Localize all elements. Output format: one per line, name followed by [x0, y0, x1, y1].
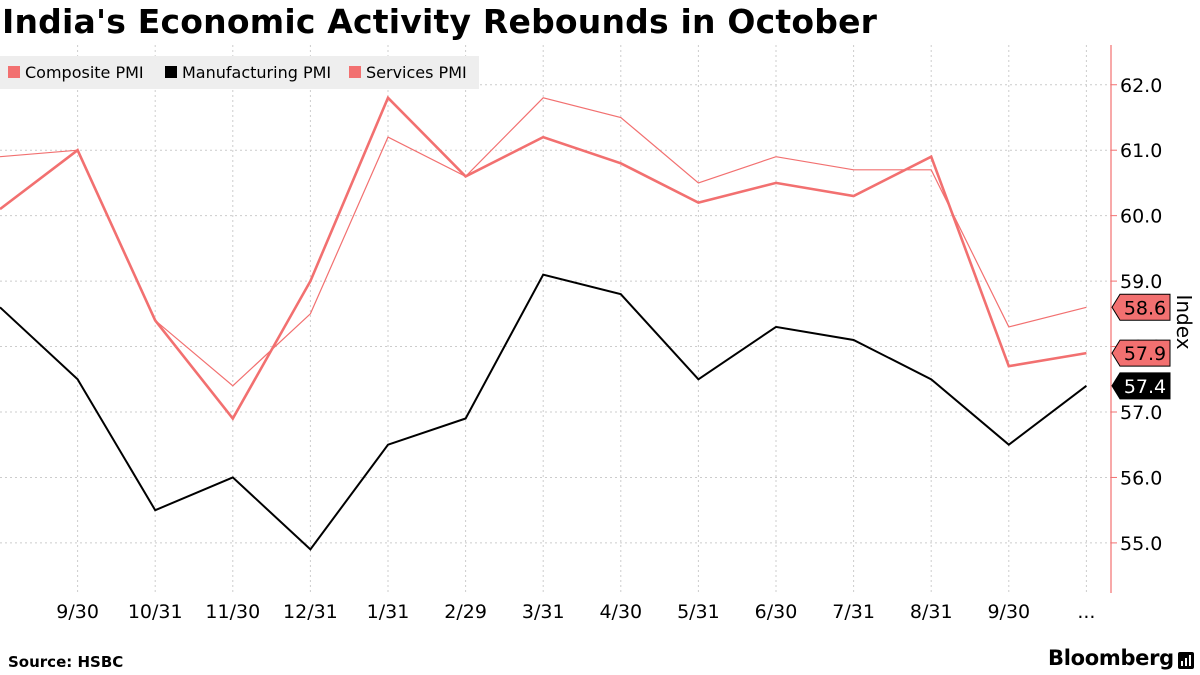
x-tick-label: 1/31: [367, 601, 410, 623]
services-pmi-legend-label: Services PMI: [366, 63, 467, 82]
y-tick-label: 61.0: [1120, 140, 1162, 162]
y-tick-label: 55.0: [1120, 533, 1162, 555]
x-tick-label: 11/30: [205, 601, 260, 623]
x-axis: 9/30 10/31 11/30 12/31 1/31 2/29 3/31 4/30 5/31 6…: [56, 601, 1095, 623]
x-tick-label: 9/30: [56, 601, 99, 623]
x-tick-label: 9/30: [987, 601, 1030, 623]
x-tick-label: 5/31: [677, 601, 720, 623]
x-tick-label: 7/31: [832, 601, 875, 623]
services-pmi-end-label: 58.6: [1124, 297, 1166, 319]
composite-pmi-end-label: 57.9: [1124, 343, 1166, 365]
y-axis-label: Index: [1172, 294, 1196, 349]
services-pmi-legend-swatch: [349, 66, 361, 78]
end-labels: 57.9 57.4 58.6: [1112, 294, 1170, 399]
manufacturing-pmi-legend-label: Manufacturing PMI: [182, 63, 331, 82]
bloomberg-terminal-icon: [1178, 652, 1194, 669]
legend: Composite PMI Manufacturing PMI Services P…: [0, 56, 479, 89]
manufacturing-pmi-legend-swatch: [165, 66, 177, 78]
manufacturing-pmi-end-label: 57.4: [1124, 376, 1166, 398]
y-tick-label: 59.0: [1120, 271, 1162, 293]
x-tick-label: 2/29: [444, 601, 487, 623]
y-tick-label: 62.0: [1120, 75, 1162, 97]
composite-pmi-legend-swatch: [8, 66, 20, 78]
x-tick-label: 4/30: [599, 601, 642, 623]
y-tick-label: 60.0: [1120, 206, 1162, 228]
x-tick-label: 12/31: [283, 601, 338, 623]
composite-pmi-legend-label: Composite PMI: [25, 63, 144, 82]
bloomberg-logo: Bloomberg: [1048, 646, 1174, 670]
source-note: Source: HSBC: [8, 653, 123, 671]
y-tick-label: 56.0: [1120, 467, 1162, 489]
x-tick-label: ...: [1077, 601, 1095, 623]
x-tick-label: 10/31: [128, 601, 183, 623]
x-tick-label: 6/30: [755, 601, 798, 623]
x-tick-label: 3/31: [522, 601, 565, 623]
y-tick-label: 57.0: [1120, 402, 1162, 424]
grid-layer: [0, 45, 1111, 593]
x-tick-label: 8/31: [910, 601, 953, 623]
